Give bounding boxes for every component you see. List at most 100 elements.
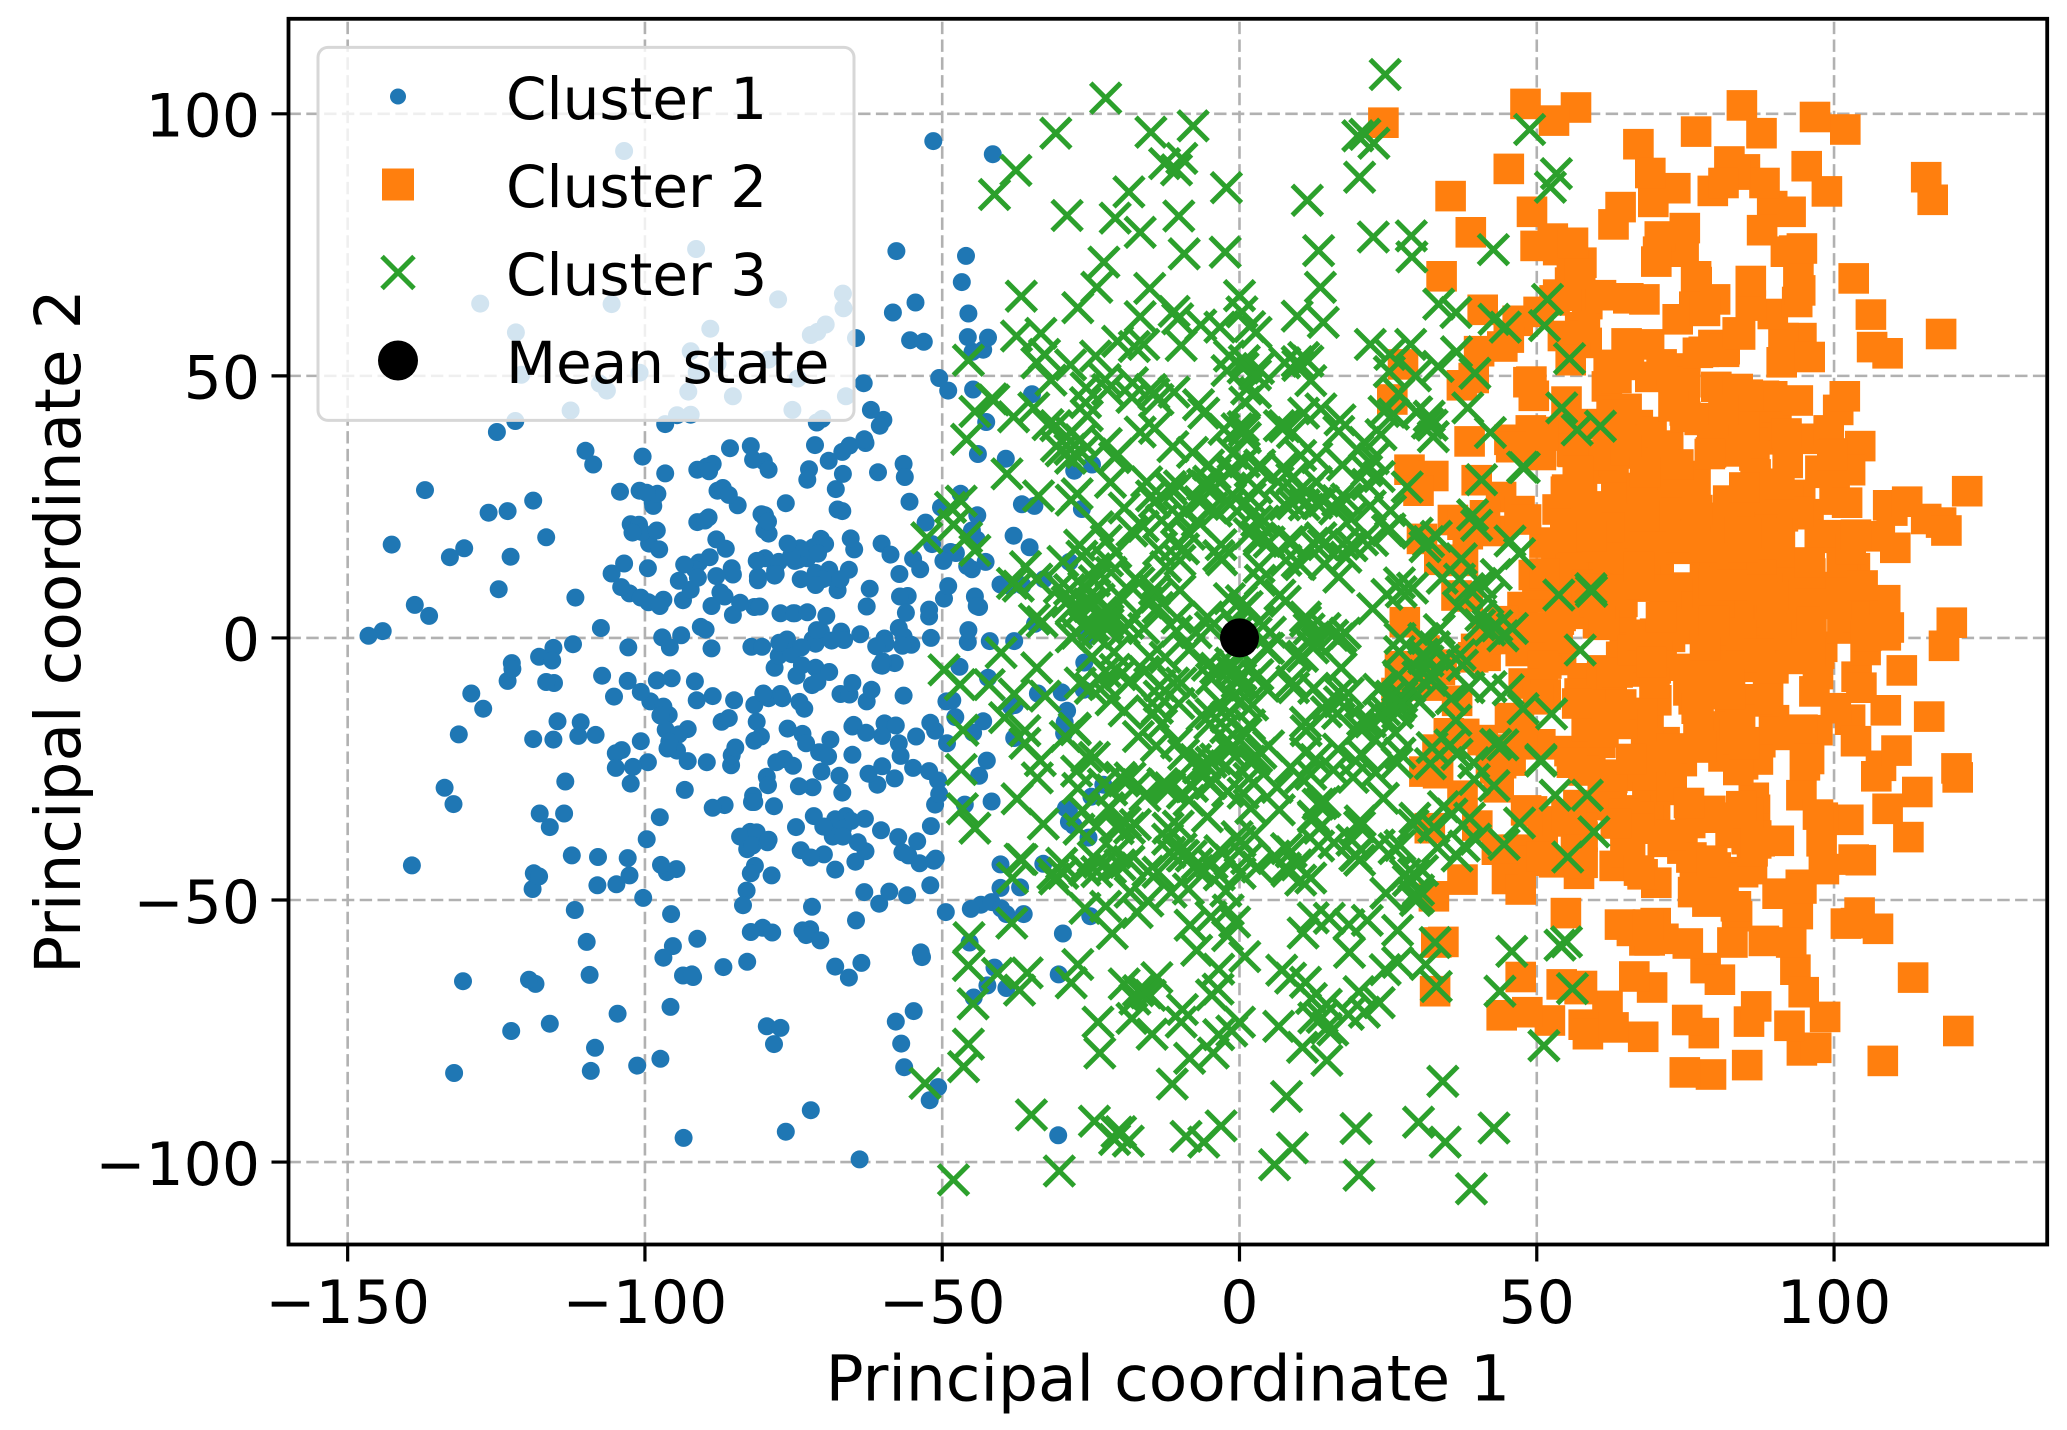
data-point [1800, 1032, 1832, 1064]
data-point [637, 483, 656, 502]
legend-marker-mean-state-icon [378, 340, 418, 381]
data-point [983, 145, 1002, 164]
data-point [857, 723, 876, 742]
data-point [591, 619, 610, 637]
data-point [766, 565, 785, 583]
data-point [675, 555, 694, 574]
data-point [1455, 217, 1487, 248]
data-point [1891, 486, 1923, 517]
legend-box [316, 45, 856, 422]
data-point [1846, 672, 1877, 703]
data-point [700, 548, 719, 567]
data-point [619, 638, 638, 657]
data-point [1629, 284, 1660, 315]
data-point [1426, 261, 1457, 292]
data-point [1516, 196, 1548, 228]
data-point [734, 896, 752, 915]
data-point [662, 905, 681, 924]
data-point [719, 709, 738, 728]
data-point [530, 867, 549, 886]
data-point [524, 491, 543, 510]
data-point [1925, 318, 1957, 350]
data-point [1461, 464, 1492, 496]
data-point [789, 777, 808, 796]
data-point [763, 923, 782, 942]
data-point [1847, 570, 1878, 601]
data-point [1746, 574, 1778, 605]
y-tick-label: 50 [184, 344, 260, 414]
data-point [806, 576, 825, 594]
data-point [860, 579, 879, 598]
data-point [656, 464, 675, 483]
data-point [959, 621, 978, 640]
data-point [855, 883, 874, 902]
data-point [1799, 101, 1831, 133]
series-mean-state [1220, 618, 1259, 658]
data-point [624, 757, 642, 776]
data-point [700, 462, 719, 481]
data-point [792, 638, 811, 657]
data-point [778, 534, 797, 553]
data-point [1677, 876, 1709, 908]
data-point [1771, 418, 1802, 449]
data-point [606, 758, 625, 777]
data-point [1505, 874, 1536, 905]
data-point [631, 732, 650, 751]
data-point [958, 328, 977, 347]
data-point [1605, 191, 1636, 223]
data-point [586, 1038, 604, 1057]
data-point [1635, 157, 1666, 189]
data-point [1788, 976, 1819, 1008]
data-point [1786, 233, 1818, 264]
data-point [741, 923, 760, 941]
legend-marker-cluster-3-icon [380, 254, 416, 291]
data-point [1740, 828, 1772, 859]
data-point [1648, 430, 1679, 462]
data-point [843, 745, 862, 764]
data-point [661, 997, 680, 1016]
data-point [1722, 317, 1753, 348]
data-point [566, 588, 585, 607]
data-point [1799, 676, 1830, 707]
data-point [543, 651, 562, 670]
data-point [1704, 964, 1736, 995]
data-point [759, 776, 777, 795]
data-point [1830, 114, 1861, 145]
data-point [773, 689, 792, 708]
data-point [576, 441, 595, 460]
x-tick-label: 100 [1777, 1268, 1892, 1338]
data-point [1689, 295, 1721, 327]
data-point [741, 864, 760, 883]
data-point [1557, 227, 1589, 259]
data-point [1941, 753, 1972, 784]
data-point [967, 597, 986, 615]
data-point [611, 482, 629, 501]
data-point [685, 672, 704, 691]
data-point [759, 460, 778, 479]
data-point [808, 673, 827, 691]
data-point [1561, 688, 1593, 719]
data-point [530, 804, 549, 823]
data-point [904, 758, 923, 777]
data-point [719, 485, 738, 504]
data-point [703, 798, 722, 817]
data-point [1696, 845, 1728, 876]
data-point [702, 639, 721, 658]
data-point [797, 734, 816, 753]
data-point [839, 968, 858, 987]
data-point [1435, 180, 1466, 212]
data-point [784, 756, 802, 775]
data-point [1917, 184, 1948, 216]
data-point [359, 626, 378, 645]
data-point [462, 684, 481, 703]
data-point [1505, 961, 1536, 993]
data-point [402, 856, 421, 875]
data-point [924, 132, 943, 151]
data-point [957, 246, 975, 265]
data-point [776, 494, 795, 513]
data-point [1538, 105, 1570, 136]
data-point [1764, 468, 1795, 500]
